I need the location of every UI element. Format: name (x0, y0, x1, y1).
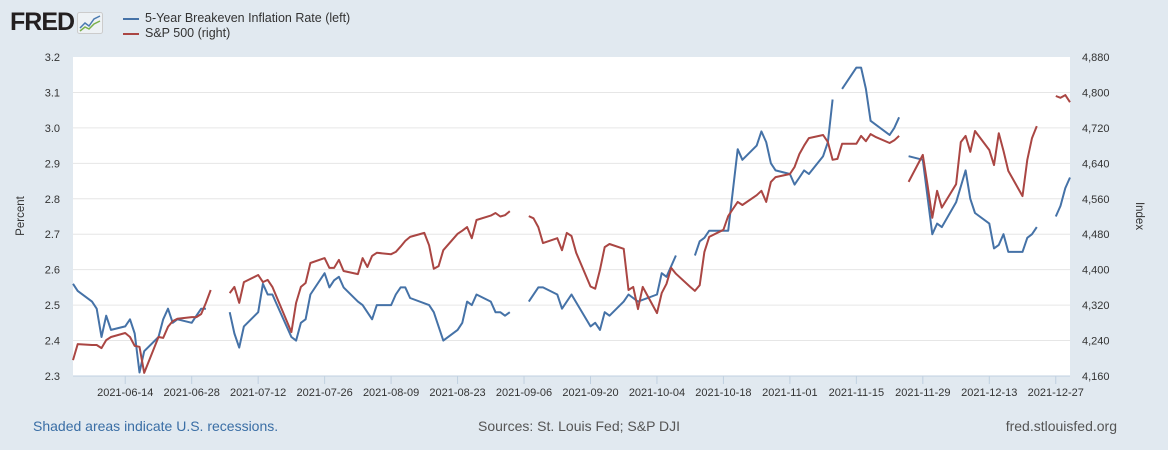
x-tick-label: 2021-06-28 (164, 387, 220, 399)
breakeven-line-segment (1054, 177, 1071, 217)
breakeven-line-segment (72, 283, 206, 374)
x-tick-label: 2021-12-27 (1028, 387, 1084, 399)
x-tick-label: 2021-11-01 (762, 387, 817, 399)
fred-chart-icon (77, 11, 104, 34)
y-right-tick-label: 4,160 (1082, 371, 1110, 383)
sources-text: Sources: St. Louis Fed; S&P DJI (478, 418, 681, 434)
x-tick-label: 2021-10-18 (695, 387, 751, 399)
legend-label: S&P 500 (right) (145, 26, 231, 40)
plot-area (73, 57, 1070, 376)
x-tick-label: 2021-08-23 (429, 387, 485, 399)
series-lines (72, 66, 1071, 374)
y-left-tick-label: 2.7 (45, 229, 60, 241)
breakeven-line-segment (527, 255, 677, 331)
y-right-tick-label: 4,240 (1082, 336, 1110, 348)
y-left-tick-label: 2.8 (45, 194, 60, 206)
gridlines (73, 91, 1070, 342)
y-axis-right-ticks: 4,160 4,240 4,320 4,400 4,480 4,560 4,640 4,720… (1082, 52, 1110, 383)
y-right-tick-label: 4,480 (1082, 229, 1110, 241)
x-tick-label: 2021-06-14 (97, 387, 153, 399)
x-tick-label: 2021-12-13 (961, 387, 1017, 399)
sp500-line-segment (1055, 94, 1071, 103)
fred-site-link[interactable]: fred.stlouisfed.org (1005, 418, 1117, 434)
x-tick-label: 2021-11-29 (895, 387, 950, 399)
y-left-tick-label: 2.3 (45, 371, 60, 383)
breakeven-line-segment (908, 155, 1038, 253)
legend-item-breakeven[interactable]: 5-Year Breakeven Inflation Rate (left) (123, 11, 350, 26)
legend-item-sp500[interactable]: S&P 500 (right) (123, 26, 350, 41)
x-tick-label: 2021-07-12 (230, 387, 286, 399)
chart-legend: 5-Year Breakeven Inflation Rate (left) S… (123, 11, 350, 41)
x-axis-ticks: 2021-06-14 2021-06-28 2021-07-12 2021-07-26… (73, 375, 1084, 399)
breakeven-line-segment (841, 66, 901, 136)
breakeven-line-segment (228, 272, 511, 349)
x-tick-label: 2021-10-04 (629, 387, 685, 399)
x-tick-label: 2021-11-15 (829, 387, 884, 399)
y-right-tick-label: 4,720 (1082, 123, 1110, 135)
sp500-line-segment (228, 210, 511, 334)
y-left-tick-label: 2.6 (45, 265, 60, 277)
sp500-line-segment (72, 289, 212, 374)
y-right-tick-label: 4,640 (1082, 158, 1110, 170)
y-right-tick-label: 4,880 (1082, 52, 1110, 64)
y-axis-left-ticks: 2.3 2.4 2.5 2.6 2.7 2.8 2.9 3.0 3.1 3.2 (45, 52, 60, 383)
y-right-tick-label: 4,800 (1082, 87, 1110, 99)
x-tick-label: 2021-08-09 (363, 387, 419, 399)
fred-logo[interactable]: FRED (10, 8, 104, 37)
legend-label: 5-Year Breakeven Inflation Rate (left) (145, 11, 351, 25)
y-left-tick-label: 3.1 (45, 87, 60, 99)
x-tick-label: 2021-09-20 (562, 387, 618, 399)
y-left-tick-label: 3.0 (45, 123, 60, 135)
y-right-tick-label: 4,560 (1082, 194, 1110, 206)
legend-swatch-blue (123, 17, 139, 20)
breakeven-line-segment (693, 99, 834, 256)
recessions-note-link[interactable]: Shaded areas indicate U.S. recessions. (33, 418, 279, 434)
legend-swatch-red (123, 32, 139, 35)
sp500-line-segment (907, 125, 1038, 219)
y-axis-right-title: Index (1133, 202, 1145, 230)
y-left-tick-label: 2.4 (45, 336, 60, 348)
fred-logo-text: FRED (10, 8, 75, 36)
y-left-tick-label: 2.5 (45, 300, 60, 312)
y-left-tick-label: 2.9 (45, 158, 60, 170)
y-left-tick-label: 3.2 (45, 52, 60, 64)
x-tick-label: 2021-07-26 (296, 387, 352, 399)
y-axis-left-title: Percent (15, 195, 27, 235)
y-right-tick-label: 4,320 (1082, 300, 1110, 312)
sp500-line-segment (528, 133, 900, 315)
y-right-tick-label: 4,400 (1082, 265, 1110, 277)
x-tick-label: 2021-09-06 (496, 387, 552, 399)
